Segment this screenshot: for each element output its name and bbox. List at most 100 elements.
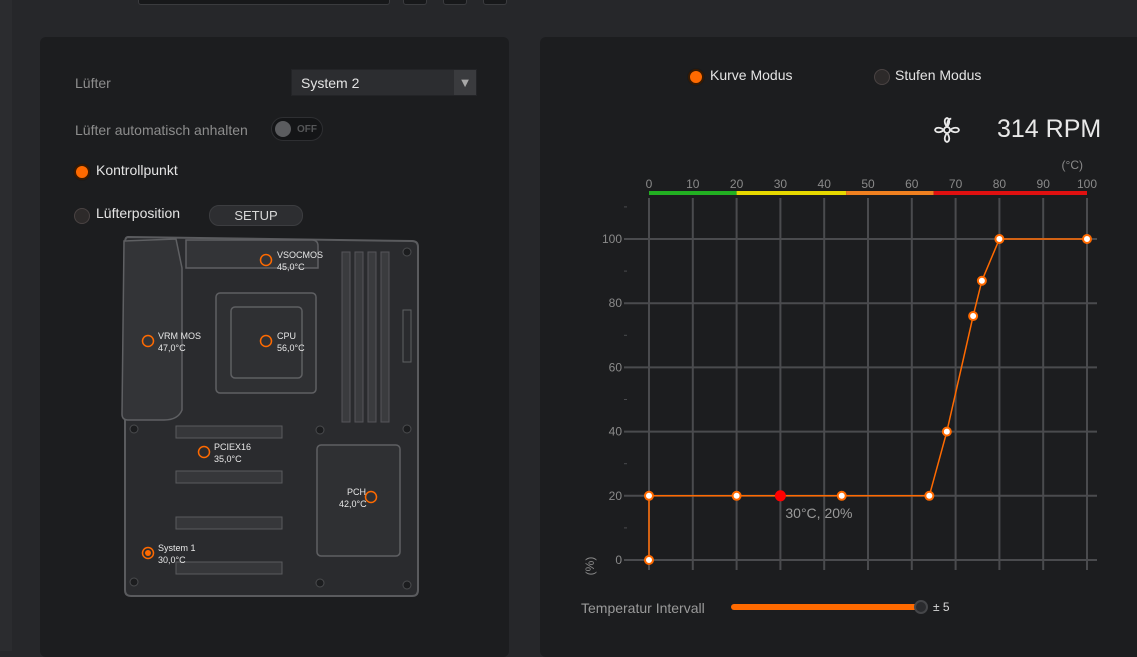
temperature-scale-segment xyxy=(736,191,847,195)
temperature-scale-segment xyxy=(933,191,1087,195)
interval-slider-track[interactable] xyxy=(731,604,922,610)
curve-point[interactable] xyxy=(924,490,935,501)
sensor-marker-vsocmos[interactable] xyxy=(259,253,273,267)
top-button-1[interactable] xyxy=(403,0,427,5)
fan-position-radio[interactable] xyxy=(74,208,90,224)
x-tick-label: 80 xyxy=(993,177,1007,191)
interval-label: Temperatur Intervall xyxy=(581,600,705,616)
curve-point[interactable] xyxy=(941,426,952,437)
curve-point[interactable] xyxy=(644,490,654,501)
y-tick-label: 20 xyxy=(609,489,623,503)
temperature-scale-segment xyxy=(846,191,934,195)
curve-mode-radio[interactable] xyxy=(688,69,704,85)
x-tick-label: 100 xyxy=(1077,177,1097,191)
selected-point-label: 30°C, 20% xyxy=(785,505,852,521)
steps-mode-radio[interactable] xyxy=(874,69,890,85)
setup-button[interactable]: SETUP xyxy=(209,205,303,226)
curve-point-selected[interactable] xyxy=(774,490,786,502)
auto-stop-toggle[interactable]: OFF xyxy=(271,117,323,141)
cpu-socket xyxy=(215,292,317,394)
sensor-marker-cpu[interactable] xyxy=(259,334,273,348)
x-tick-label: 0 xyxy=(646,177,653,191)
curve-point[interactable] xyxy=(1082,234,1092,244)
steps-mode-label: Stufen Modus xyxy=(895,67,982,83)
vrm-heatsink xyxy=(121,238,319,421)
sensor-temp: 35,0°C xyxy=(214,454,242,464)
fan-curve-panel xyxy=(540,37,1137,657)
control-point-label: Kontrollpunkt xyxy=(96,162,178,178)
sensor-temp: 56,0°C xyxy=(277,343,305,353)
sensor-name: VRM MOS xyxy=(158,331,202,341)
control-point-radio[interactable] xyxy=(74,164,90,180)
sensor-name: PCH xyxy=(347,487,367,497)
screw-holes xyxy=(129,247,412,590)
y-tick-label: 60 xyxy=(609,360,623,374)
dropdown-arrow-icon[interactable]: ▼ xyxy=(454,70,476,95)
y-tick-label: 100 xyxy=(602,232,622,246)
sensor-name: System 1 xyxy=(158,543,196,553)
ram-slots xyxy=(341,251,390,423)
curve-point[interactable] xyxy=(968,311,979,322)
sensor-marker-pciex16[interactable] xyxy=(197,445,211,459)
interval-slider-knob[interactable] xyxy=(914,600,928,614)
sensor-temp: 42,0°C xyxy=(339,499,367,509)
sensor-vrm-mos: VRM MOS 47,0°C xyxy=(158,330,201,354)
top-button-3[interactable] xyxy=(483,0,507,5)
pch-chip xyxy=(316,444,401,557)
y-tick-label: 80 xyxy=(609,296,623,310)
fan-position-label: Lüfterposition xyxy=(96,205,181,221)
x-tick-label: 30 xyxy=(774,177,788,191)
sensor-marker-system1-active xyxy=(145,550,151,556)
x-tick-label: 70 xyxy=(949,177,963,191)
sensor-temp: 47,0°C xyxy=(158,343,186,353)
sensor-cpu: CPU 56,0°C xyxy=(277,330,305,354)
x-tick-label: 60 xyxy=(905,177,919,191)
sensor-name: CPU xyxy=(277,331,297,341)
curve-point[interactable] xyxy=(644,555,654,565)
sensor-marker-system1[interactable] xyxy=(141,546,155,560)
curve-point[interactable] xyxy=(994,234,1005,244)
y-tick-label: 40 xyxy=(609,425,623,439)
fan-label: Lüfter xyxy=(75,75,111,91)
x-tick-label: 20 xyxy=(730,177,744,191)
top-strip xyxy=(0,0,1137,36)
x-tick-label: 50 xyxy=(861,177,875,191)
fan-icon xyxy=(934,117,960,143)
toggle-knob xyxy=(275,121,291,137)
sensor-temp: 30,0°C xyxy=(158,555,186,565)
fan-select[interactable]: System 2 ▼ xyxy=(291,69,477,96)
sensor-marker-vrm-mos[interactable] xyxy=(141,334,155,348)
pcie-slots xyxy=(175,425,283,575)
curve-mode-label: Kurve Modus xyxy=(710,67,793,83)
sensor-temp: 45,0°C xyxy=(277,262,305,272)
x-tick-label: 90 xyxy=(1037,177,1051,191)
io-connector xyxy=(402,309,412,363)
curve-point[interactable] xyxy=(836,490,847,501)
y-unit-label: (%) xyxy=(583,557,597,576)
interval-value: ± 5 xyxy=(933,600,950,614)
curve-point[interactable] xyxy=(976,275,987,286)
sensor-pch: PCH 42,0°C xyxy=(339,486,367,510)
rpm-value: 314 RPM xyxy=(997,115,1102,143)
sensor-vsocmos: VSOCMOS 45,0°C xyxy=(277,249,323,273)
sensor-name: VSOCMOS xyxy=(277,250,324,260)
temperature-scale-segment xyxy=(649,191,737,195)
x-tick-label: 40 xyxy=(818,177,832,191)
sensor-pciex16: PCIEX16 35,0°C xyxy=(214,441,251,465)
left-edge xyxy=(0,0,12,651)
sensor-marker-pch[interactable] xyxy=(364,490,378,504)
auto-stop-label: Lüfter automatisch anhalten xyxy=(75,122,248,138)
toggle-state-label: OFF xyxy=(297,124,317,135)
x-unit-label: (°C) xyxy=(1062,158,1083,172)
curve-point[interactable] xyxy=(731,490,742,501)
sensor-system1: System 1 30,0°C xyxy=(158,542,196,566)
x-tick-label: 10 xyxy=(686,177,700,191)
y-tick-label: 0 xyxy=(615,553,622,567)
top-button-2[interactable] xyxy=(443,0,467,5)
fan-select-value: System 2 xyxy=(301,75,360,91)
sensor-name: PCIEX16 xyxy=(214,442,252,452)
top-input-box[interactable] xyxy=(138,0,390,5)
fan-curve-chart[interactable]: 0 10 20 30 40 50 60 70 80 90 100 0 20 40 60 80 100 (°C)… xyxy=(560,150,1120,590)
